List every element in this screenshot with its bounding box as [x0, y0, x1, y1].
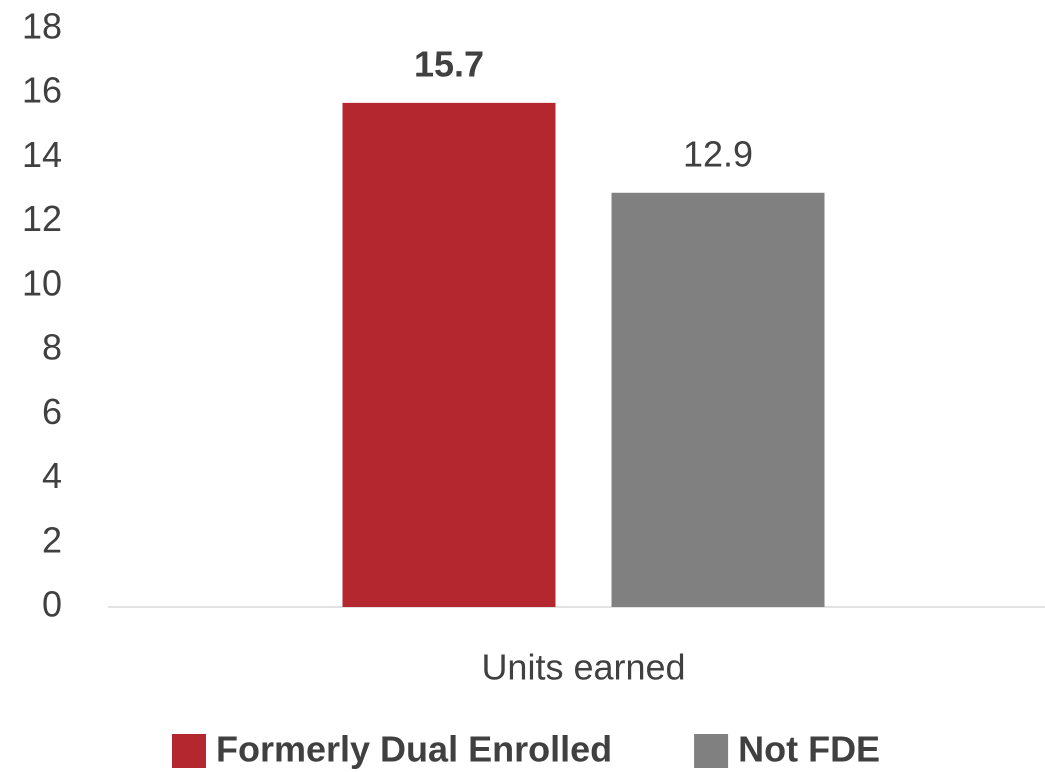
y-tick-label: 0 — [42, 584, 62, 625]
legend-swatch — [694, 734, 729, 768]
y-tick-label: 10 — [22, 262, 62, 303]
legend-swatch — [172, 734, 206, 768]
x-tick-label: Units earned — [481, 647, 685, 688]
legend-label: Not FDE — [738, 729, 880, 770]
y-tick-label: 4 — [42, 455, 62, 496]
y-tick-label: 2 — [42, 519, 62, 560]
y-tick-label: 8 — [42, 327, 62, 368]
y-tick-label: 6 — [42, 391, 62, 432]
bar — [611, 192, 825, 607]
y-tick-label: 12 — [22, 198, 62, 239]
legend-label: Formerly Dual Enrolled — [216, 729, 612, 770]
y-tick-label: 16 — [22, 70, 62, 111]
y-tick-label: 18 — [22, 6, 62, 47]
bar — [342, 102, 556, 607]
data-label: 12.9 — [683, 133, 753, 174]
y-tick-label: 14 — [22, 134, 62, 175]
data-label: 15.7 — [414, 43, 484, 84]
